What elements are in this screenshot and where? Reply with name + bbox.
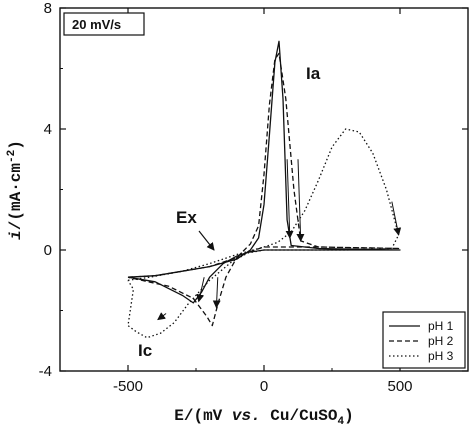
y-tick-label: -4 — [39, 363, 52, 380]
y-tick-label: 0 — [44, 242, 52, 259]
legend-label-ph3: pH 3 — [428, 349, 454, 363]
axis-ticks: -500 0 500 -4 0 4 8 — [39, 0, 469, 395]
series-line-ph3 — [127, 128, 400, 339]
series-line-ph2 — [127, 52, 401, 327]
legend-label-ph2: pH 2 — [428, 334, 454, 348]
legend: pH 1 pH 2 pH 3 — [382, 311, 466, 369]
legend-label-ph1: pH 1 — [428, 319, 454, 333]
x-axis-title: E/(mV vs. Cu/CuSO4) — [174, 407, 353, 428]
scan-direction-arrow — [212, 277, 221, 309]
scan-direction-arrow — [157, 312, 167, 321]
annotation-ic: Ic — [138, 341, 152, 360]
y-axis-title: i/(mA·cm-2) — [6, 140, 25, 240]
y-tick-label: 8 — [44, 0, 52, 17]
direction-arrows — [157, 159, 402, 321]
annotation-ex: Ex — [176, 208, 197, 227]
scan-direction-arrow — [196, 277, 205, 303]
x-tick-label: -500 — [113, 378, 143, 395]
x-tick-label: 0 — [260, 378, 268, 395]
ex-pointer-arrow — [198, 230, 215, 251]
annotation-ia: Ia — [306, 64, 321, 83]
y-tick-label: 4 — [44, 121, 52, 138]
scan-direction-arrow — [285, 159, 294, 239]
x-tick-label: 500 — [387, 378, 412, 395]
scan-rate-label: 20 mV/s — [72, 17, 121, 32]
scan-direction-arrow — [391, 201, 402, 236]
scan-rate-box: 20 mV/s — [63, 12, 145, 36]
scan-direction-arrow — [296, 159, 305, 242]
series-layer — [127, 40, 401, 339]
